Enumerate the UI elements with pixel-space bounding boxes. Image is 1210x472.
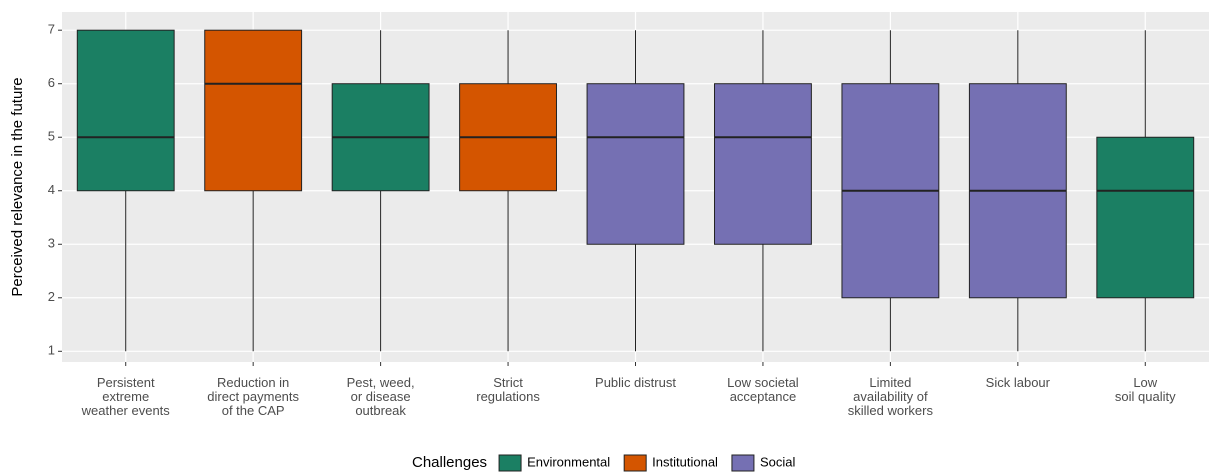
box bbox=[204, 29, 303, 192]
x-tick-label: Low societal acceptance bbox=[727, 375, 799, 404]
legend-label: Environmental bbox=[527, 454, 610, 469]
y-tick-label: 7 bbox=[48, 22, 55, 37]
x-tick-label: Reduction in direct payments of the CAP bbox=[207, 375, 300, 418]
x-tick-label: Limited availability of skilled workers bbox=[847, 375, 933, 418]
legend-key bbox=[498, 454, 522, 472]
x-tick-label: Sick labour bbox=[985, 375, 1050, 390]
box bbox=[714, 83, 812, 245]
x-tick-label: Low soil quality bbox=[1114, 375, 1176, 404]
x-tick-label: Public distrust bbox=[595, 375, 676, 390]
legend-label: Institutional bbox=[652, 454, 718, 469]
x-tick-label: Strict regulations bbox=[476, 375, 540, 404]
x-tick-label: Persistent extreme weather events bbox=[81, 375, 170, 418]
y-tick-label: 1 bbox=[48, 343, 55, 358]
y-tick-label: 3 bbox=[48, 236, 55, 251]
y-tick-label: 5 bbox=[48, 129, 55, 144]
x-tick-label: Pest, weed, or disease outbreak bbox=[346, 375, 415, 418]
box bbox=[1096, 136, 1195, 299]
y-tick-label: 2 bbox=[48, 289, 55, 304]
legend-label: Social bbox=[760, 454, 796, 469]
legend-title: Challenges bbox=[412, 454, 487, 471]
box bbox=[586, 83, 685, 245]
y-axis-label: Perceived relevance in the future bbox=[9, 77, 26, 296]
legend-key bbox=[623, 454, 647, 472]
box bbox=[76, 29, 175, 192]
y-tick-label: 6 bbox=[48, 75, 55, 90]
legend-key bbox=[731, 454, 755, 472]
y-tick-label: 4 bbox=[48, 182, 55, 197]
